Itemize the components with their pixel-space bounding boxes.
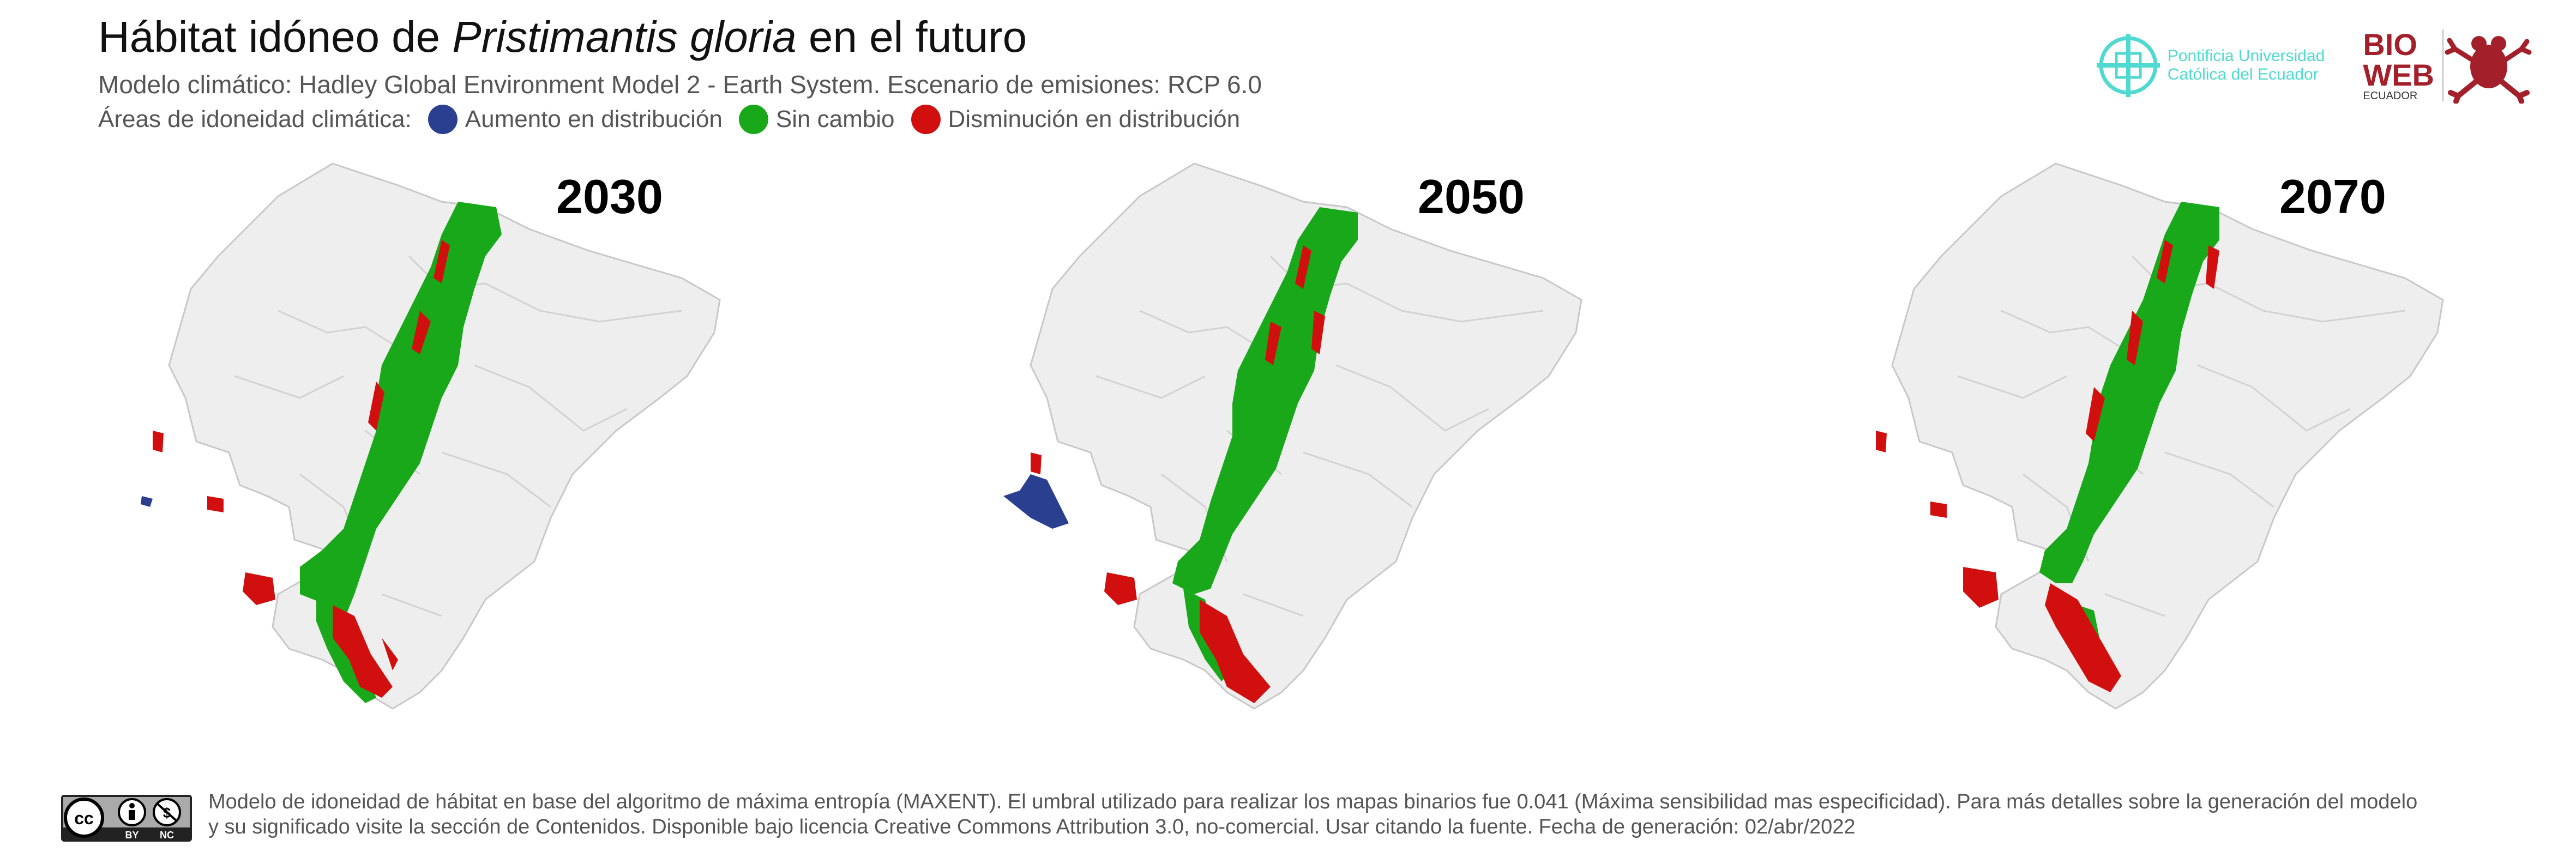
footer-line2: y su significado visite la sección de Co… [208, 815, 1856, 838]
cc-license-icon: cc $ BY NC [61, 795, 192, 842]
map-subtitle: Modelo climático: Hadley Global Environm… [98, 70, 1262, 99]
legend-label: Áreas de idoneidad climática: [98, 106, 412, 132]
footer-line1: Modelo de idoneidad de hábitat en base d… [208, 790, 2418, 813]
ecuador-outline [1030, 162, 1582, 710]
distribution-decrease [1876, 240, 2219, 692]
cc-by-nc-icon: cc $ BY NC [61, 795, 192, 842]
map-title: Hábitat idóneo de Pristimantis gloria en… [98, 12, 1027, 62]
title-species: Pristimantis gloria [452, 13, 797, 61]
distribution-decrease [1031, 245, 1325, 703]
maps-container: 2030 2050 [0, 147, 2576, 769]
frog-icon [2442, 29, 2532, 104]
bioweb-wordmark: BIO WEB ECUADOR [2363, 27, 2434, 102]
ecuador-map-2050 [1003, 162, 1582, 710]
map-panel-2030: 2030 [136, 147, 845, 769]
legend-text-increase: Aumento en distribución [465, 106, 723, 132]
distribution-decrease [153, 240, 450, 698]
distribution-increase [141, 496, 153, 507]
map-year-2050: 2050 [1418, 170, 1525, 223]
map-panel-2070: 2070 [1859, 147, 2568, 769]
ecuador-map-2070 [1876, 162, 2444, 710]
legend-swatch-nochange [738, 105, 768, 134]
puce-emblem-icon [2096, 34, 2160, 97]
map-year-2070: 2070 [2279, 170, 2386, 223]
puce-line1: Pontificia Universidad [2167, 47, 2325, 65]
distribution-increase [1003, 474, 1069, 529]
ecuador-outline [1891, 162, 2444, 710]
ecuador-map-2030 [141, 162, 721, 710]
footer-note: Modelo de idoneidad de hábitat en base d… [208, 789, 2531, 839]
cc-nc-label: NC [160, 830, 174, 841]
puce-name: Pontificia Universidad Católica del Ecua… [2168, 47, 2325, 84]
map-year-2030: 2030 [556, 170, 663, 223]
title-suffix: en el futuro [796, 13, 1027, 61]
legend-item-decrease: Disminución en distribución [911, 105, 1241, 134]
legend: Áreas de idoneidad climática: Aumento en… [98, 105, 1240, 134]
bioweb-line3: ECUADOR [2363, 90, 2418, 102]
legend-text-decrease: Disminución en distribución [948, 106, 1241, 132]
title-prefix: Hábitat idóneo de [98, 13, 453, 61]
bioweb-line1: BIO [2363, 27, 2417, 62]
legend-swatch-decrease [911, 105, 941, 134]
cc-by-label: BY [125, 830, 139, 841]
legend-item-nochange: Sin cambio [738, 105, 895, 134]
legend-swatch-increase [428, 105, 458, 134]
bioweb-line2: WEB [2363, 58, 2434, 92]
bioweb-logo: BIO WEB ECUADOR [2363, 27, 2532, 104]
footer: cc $ BY NC Modelo de idoneidad de hábita… [61, 789, 2531, 842]
legend-item-increase: Aumento en distribución [428, 105, 723, 134]
puce-line2: Católica del Ecuador [2167, 65, 2319, 83]
svg-text:cc: cc [74, 808, 94, 828]
logos: Pontificia Universidad Católica del Ecua… [2096, 27, 2532, 104]
legend-text-nochange: Sin cambio [775, 106, 895, 132]
puce-logo: Pontificia Universidad Católica del Ecua… [2096, 33, 2325, 98]
map-panel-2050: 2050 [998, 147, 1707, 769]
